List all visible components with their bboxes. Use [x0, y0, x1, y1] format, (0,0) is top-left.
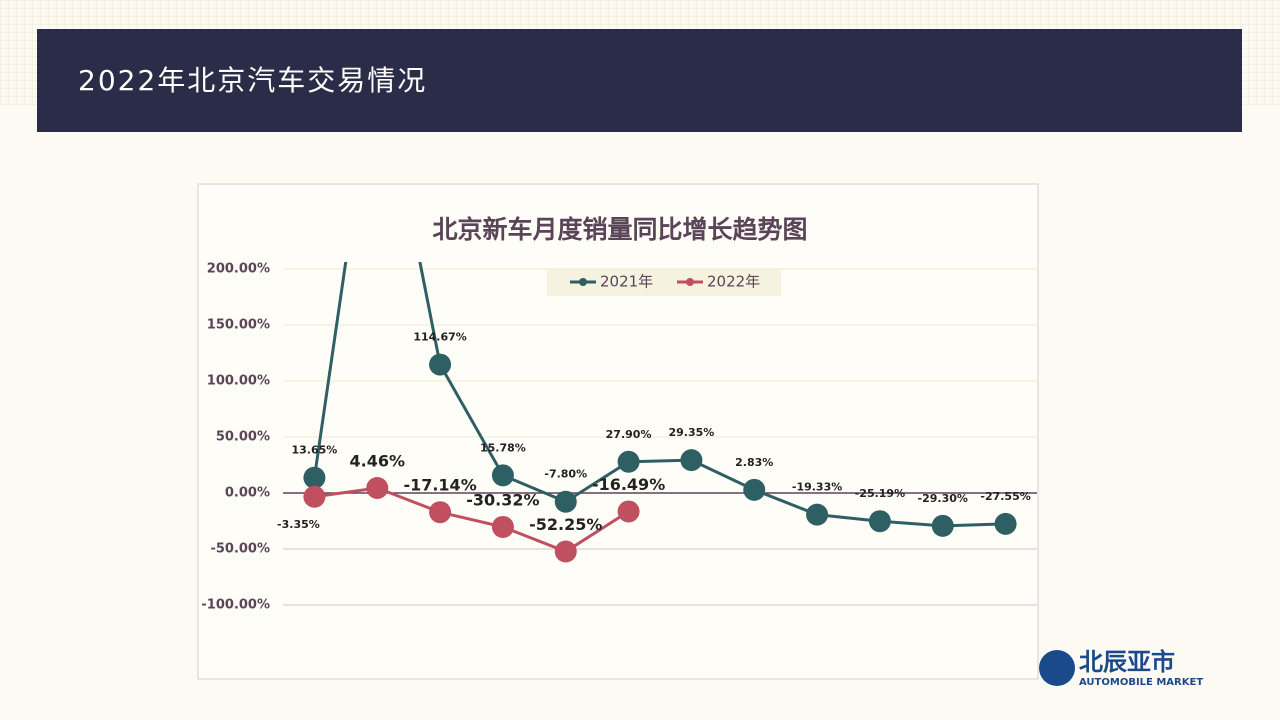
data-label: 29.35%: [669, 426, 715, 439]
point: [303, 485, 326, 508]
point: [743, 478, 766, 501]
point: [491, 464, 514, 487]
data-label: -25.19%: [855, 487, 905, 500]
point: [994, 512, 1017, 535]
data-label: -16.49%: [592, 475, 665, 494]
data-label: -7.80%: [544, 468, 587, 481]
data-label: -3.35%: [277, 518, 320, 531]
y-tick-label: 50.00%: [216, 430, 270, 445]
point: [366, 477, 389, 500]
y-tick-label: -100.00%: [201, 598, 270, 613]
point: [429, 501, 452, 524]
legend-label: 2022年: [707, 273, 760, 291]
logo-icon: [1039, 650, 1075, 686]
data-label: 4.46%: [349, 452, 405, 471]
point: [554, 540, 577, 563]
data-label: 15.78%: [480, 441, 526, 454]
data-label: 27.90%: [606, 428, 652, 441]
point: [680, 449, 703, 472]
data-label: 2.83%: [735, 456, 773, 469]
point: [491, 515, 514, 538]
y-tick-label: 150.00%: [207, 318, 270, 333]
data-label: -27.55%: [980, 490, 1030, 503]
header-bar: [37, 29, 1242, 132]
point: [303, 466, 326, 489]
data-label: -29.30%: [918, 492, 968, 505]
data-label: -19.33%: [792, 481, 842, 494]
logo: 北辰亚市 AUTOMOBILE MARKET: [1039, 648, 1203, 688]
legend-dot: [686, 278, 694, 286]
plot: -100.00% -50.00% 0.00% 50.00% 100.00% 150.00%…: [201, 262, 1037, 613]
point: [429, 353, 452, 376]
data-label: 13.65%: [292, 444, 338, 457]
point: [554, 490, 577, 513]
data-label: -52.25%: [529, 515, 602, 534]
point: [806, 503, 829, 526]
legend-dot: [579, 278, 587, 286]
header-title: 2022年北京汽车交易情况: [78, 64, 427, 97]
data-label: -17.14%: [403, 476, 476, 495]
y-tick-label: 200.00%: [207, 262, 270, 277]
y-tick-label: 100.00%: [207, 374, 270, 389]
y-tick-label: 0.00%: [225, 486, 270, 501]
y-tick-label: -50.00%: [210, 542, 270, 557]
series: [303, 262, 1017, 537]
data-label: -30.32%: [466, 490, 539, 509]
point: [868, 510, 891, 533]
chart-frame: [197, 183, 1039, 680]
logo-subtitle: AUTOMOBILE MARKET: [1079, 677, 1203, 688]
chart-title: 北京新车月度销量同比增长趋势图: [432, 215, 807, 244]
point: [617, 500, 640, 523]
point: [931, 514, 954, 537]
point: [617, 450, 640, 473]
series: [303, 477, 640, 563]
legend-label: 2021年: [600, 273, 653, 291]
data-label: 114.67%: [413, 331, 466, 344]
logo-name: 北辰亚市: [1079, 648, 1175, 676]
